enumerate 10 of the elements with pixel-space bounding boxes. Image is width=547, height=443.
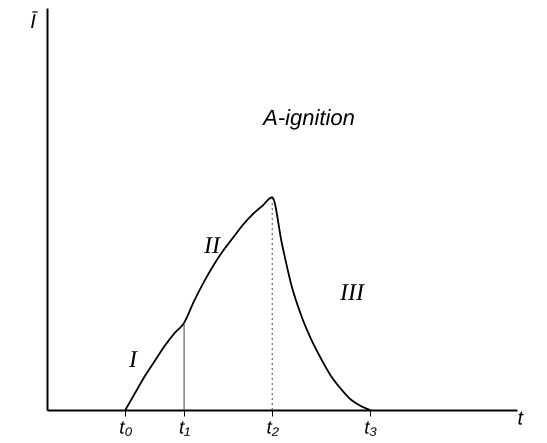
x-tick-label: t₀ [119,418,132,438]
x-axis-title: t [518,408,524,430]
x-tick-label: t₃ [364,418,378,438]
x-tick-label: t₁ [178,418,190,438]
annotation: III [339,280,365,306]
text: Ī [30,11,38,33]
text: A-ignition [261,105,355,130]
x-tick-label: t₂ [266,418,280,438]
annotation: II [203,233,221,259]
annotation: I [128,347,138,373]
